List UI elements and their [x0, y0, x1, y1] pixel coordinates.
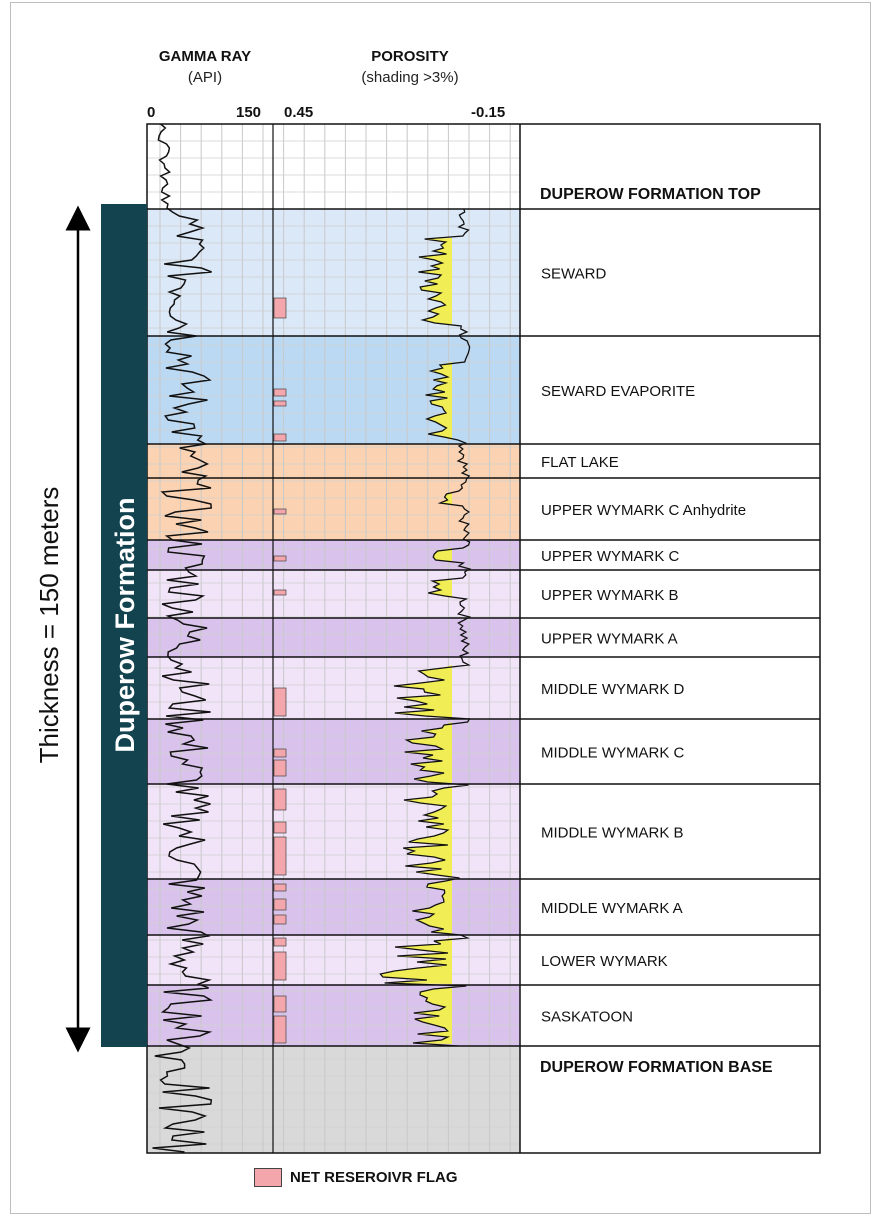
net-reservoir-flag-3 — [273, 433, 287, 442]
zone-label-5: UPPER WYMARK C — [541, 548, 680, 565]
zone-label-cell-5 — [520, 540, 820, 570]
net-reservoir-flag-18 — [273, 995, 287, 1013]
zone-label-cell-1 — [520, 209, 820, 336]
zone-label-14: DUPEROW FORMATION BASE — [540, 1059, 773, 1076]
zone-band-0 — [147, 124, 520, 209]
net-reservoir-flag-1 — [273, 388, 287, 397]
net-reservoir-flag-11 — [273, 821, 287, 834]
zone-label-2: SEWARD EVAPORITE — [541, 383, 695, 400]
zone-label-cell-9 — [520, 719, 820, 784]
zone-label-10: MIDDLE WYMARK B — [541, 825, 684, 842]
net-reservoir-flag-13 — [273, 883, 287, 892]
porosity-title: POROSITY — [371, 48, 449, 65]
net-reservoir-flag-17 — [273, 951, 287, 981]
figure-frame — [10, 2, 871, 1214]
porosity-shading-9 — [380, 938, 452, 984]
zone-label-cell-7 — [520, 618, 820, 657]
zone-band-8 — [147, 657, 520, 719]
gamma-ray-curve — [152, 123, 214, 1153]
zone-band-10 — [147, 784, 520, 879]
zone-label-4: UPPER WYMARK C Anhydrite — [541, 502, 746, 519]
zone-label-12: LOWER WYMARK — [541, 953, 668, 970]
zone-label-1: SEWARD — [541, 266, 606, 283]
zone-band-2 — [147, 336, 520, 444]
net-reservoir-flag-19 — [273, 1015, 287, 1044]
porosity-scale-left: 0.45 — [284, 104, 314, 121]
porosity-curve — [379, 208, 472, 1047]
porosity-header: POROSITY (shading >3%) — [315, 48, 505, 86]
zone-label-cell-3 — [520, 444, 820, 478]
zone-band-12 — [147, 935, 520, 985]
porosity-shading-7 — [403, 786, 452, 878]
duperow-formation-bar — [101, 204, 147, 1047]
net-reservoir-flag-14 — [273, 898, 287, 911]
zone-label-0: DUPEROW FORMATION TOP — [540, 186, 761, 203]
net-reservoir-flag-9 — [273, 759, 287, 777]
porosity-shading-2 — [440, 492, 452, 505]
zone-label-7: UPPER WYMARK A — [541, 631, 678, 648]
thickness-label: Thickness = 150 meters — [34, 487, 64, 764]
zone-label-cell-10 — [520, 784, 820, 879]
net-reservoir-flag-8 — [273, 748, 287, 758]
zone-label-3: FLAT LAKE — [541, 454, 619, 471]
zone-band-14 — [147, 1046, 520, 1153]
zone-label-cell-8 — [520, 657, 820, 719]
zone-label-8: MIDDLE WYMARK D — [541, 681, 685, 698]
net-reservoir-flag-12 — [273, 836, 287, 876]
net-reservoir-flag-2 — [273, 400, 287, 407]
zone-label-cell-0 — [520, 124, 820, 209]
gamma-ray-title: GAMMA RAY — [158, 48, 252, 65]
zone-label-6: UPPER WYMARK B — [541, 587, 679, 604]
net-reservoir-flag-4 — [273, 508, 287, 515]
net-reservoir-flag-6 — [273, 589, 287, 596]
gamma-scale-max: 150 — [236, 104, 262, 121]
zone-band-5 — [147, 540, 520, 570]
net-reservoir-flag-5 — [273, 555, 287, 562]
zone-label-cell-13 — [520, 985, 820, 1046]
zone-label-13: SASKATOON — [541, 1009, 633, 1026]
gamma-ray-unit: (API) — [187, 69, 223, 86]
duperow-formation-label: Duperow Formation — [110, 498, 140, 753]
zone-label-cell-14 — [520, 1046, 820, 1153]
zone-label-cell-4 — [520, 478, 820, 540]
net-reservoir-flag-15 — [273, 914, 287, 925]
porosity-scale-right: -0.15 — [471, 104, 506, 121]
zone-band-11 — [147, 879, 520, 935]
zone-label-cell-2 — [520, 336, 820, 444]
zone-label-9: MIDDLE WYMARK C — [541, 745, 685, 762]
net-reservoir-flag-0 — [273, 297, 287, 319]
net-reservoir-legend-label: NET RESEROIVR FLAG — [290, 1169, 458, 1186]
net-reservoir-flag-10 — [273, 788, 287, 811]
legend: NET RESEROIVR FLAG — [254, 1168, 458, 1187]
gamma-ray-header: GAMMA RAY (API) — [130, 48, 280, 86]
porosity-subtitle: (shading >3%) — [361, 69, 459, 86]
zone-label-11: MIDDLE WYMARK A — [541, 900, 683, 917]
porosity-shading-6 — [404, 722, 452, 783]
net-reservoir-flag-16 — [273, 937, 287, 947]
zone-band-7 — [147, 618, 520, 657]
gamma-scale-min: 0 — [147, 104, 156, 121]
zone-label-cell-6 — [520, 570, 820, 618]
zone-label-cell-12 — [520, 935, 820, 985]
zone-label-cell-11 — [520, 879, 820, 935]
zone-band-9 — [147, 719, 520, 784]
porosity-shading-10 — [413, 988, 452, 1044]
net-reservoir-swatch — [254, 1168, 282, 1187]
zone-band-13 — [147, 985, 520, 1046]
net-reservoir-flag-7 — [273, 687, 287, 717]
